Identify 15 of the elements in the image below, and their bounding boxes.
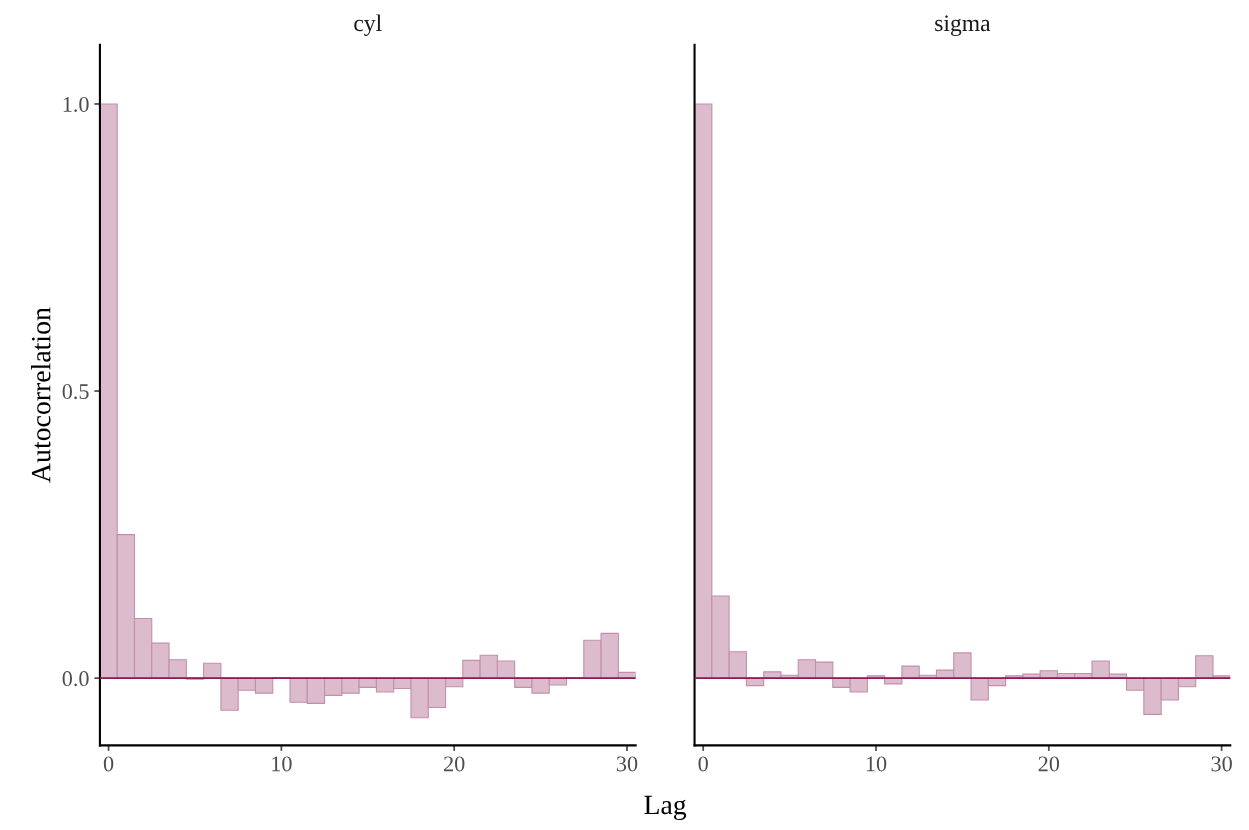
y-tick-label: 1.0 bbox=[63, 96, 89, 112]
chart-title: cyl bbox=[354, 14, 382, 37]
x-axis-title: Lag bbox=[644, 795, 687, 821]
x-tick-label: 30 bbox=[1211, 756, 1232, 772]
x-tick-label: 10 bbox=[272, 756, 292, 772]
x-tick-label: 10 bbox=[866, 756, 887, 772]
x-tick-label: 20 bbox=[1038, 756, 1060, 772]
chart-title: sigma bbox=[935, 15, 991, 37]
x-tick-label: 30 bbox=[616, 756, 638, 772]
y-tick-label: 0.5 bbox=[62, 383, 89, 400]
x-tick-label: 0 bbox=[698, 756, 708, 772]
x-tick-label: 0 bbox=[103, 756, 114, 772]
x-tick-label: 20 bbox=[444, 756, 465, 772]
y-tick-label: 0.0 bbox=[62, 671, 89, 687]
y-axis-title: Autocorrelation bbox=[30, 307, 51, 483]
